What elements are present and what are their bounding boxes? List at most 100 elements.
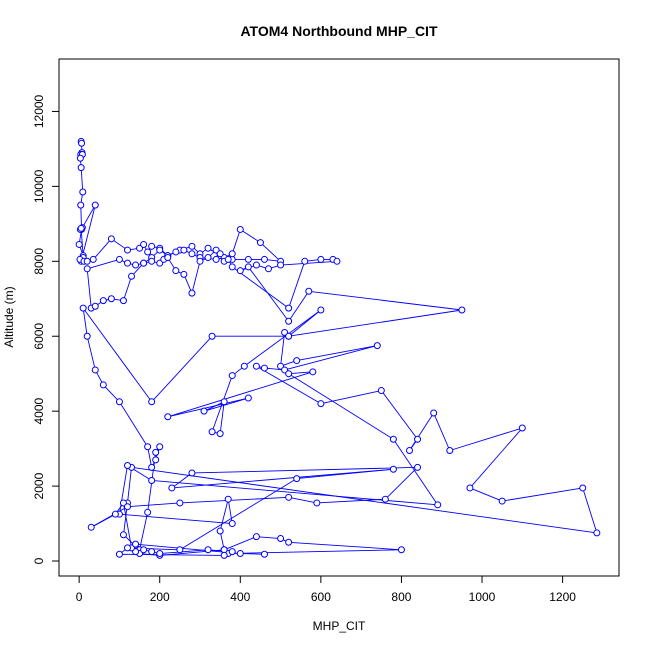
data-point: [119, 531, 127, 539]
data-point: [208, 332, 216, 340]
series-segment: [288, 496, 317, 504]
data-point: [301, 257, 309, 265]
series-segment: [284, 345, 378, 371]
data-point: [236, 267, 244, 275]
x-tick-label: 600: [311, 590, 331, 604]
series-segment: [191, 466, 418, 474]
data-point: [148, 463, 156, 471]
data-point: [252, 362, 260, 370]
series-segment: [228, 549, 402, 554]
series-segment: [316, 498, 386, 504]
series-segment: [288, 261, 306, 309]
series-segment: [102, 384, 120, 403]
series-segment: [82, 307, 153, 403]
data-point: [220, 546, 228, 554]
x-axis-label: MHP_CIT: [313, 619, 366, 633]
data-point: [148, 476, 156, 484]
series-segment: [179, 496, 289, 504]
series-segment: [171, 472, 193, 489]
series-segment: [179, 478, 297, 551]
data-point: [252, 533, 260, 541]
data-point: [228, 548, 236, 556]
series-segment: [244, 309, 322, 367]
y-tick-label: 0: [32, 557, 46, 564]
data-point: [91, 302, 99, 310]
series-segment: [81, 204, 96, 228]
data-point: [196, 257, 204, 265]
series-segment: [91, 506, 128, 528]
x-tick-label: 200: [150, 590, 170, 604]
series-lines: [78, 141, 598, 556]
data-point: [313, 499, 321, 507]
series-segment: [92, 238, 112, 260]
series-segment: [159, 549, 209, 554]
y-tick-label: 2000: [32, 472, 46, 499]
series-segment: [280, 332, 286, 367]
series-segment: [119, 513, 233, 524]
data-point: [79, 188, 87, 196]
data-point: [83, 257, 91, 265]
data-point: [188, 469, 196, 477]
data-point: [83, 265, 91, 273]
series-segment: [288, 309, 462, 337]
data-point: [228, 250, 236, 258]
series-segment: [385, 467, 418, 500]
data-point: [406, 446, 414, 454]
series-segment: [256, 365, 322, 405]
data-point: [180, 246, 188, 254]
data-point: [140, 240, 148, 248]
data-point: [204, 244, 212, 252]
series-segment: [288, 373, 394, 440]
series-segment: [171, 468, 394, 489]
series-segment: [86, 268, 92, 309]
data-point: [132, 261, 140, 269]
series-segment: [87, 258, 120, 270]
data-point: [172, 267, 180, 275]
data-point: [132, 540, 140, 548]
data-point: [83, 332, 91, 340]
data-point: [260, 255, 268, 263]
data-point: [176, 546, 184, 554]
data-point: [123, 259, 131, 267]
data-point: [78, 139, 86, 147]
data-point: [593, 529, 601, 537]
data-point: [236, 225, 244, 233]
chart-title: ATOM4 Northbound MHP_CIT: [240, 23, 437, 39]
data-point: [228, 263, 236, 271]
data-point: [123, 544, 131, 552]
data-point: [156, 550, 164, 558]
series-segment: [80, 167, 84, 193]
data-point: [148, 548, 156, 556]
series-segment: [127, 467, 132, 503]
data-point: [77, 201, 85, 209]
data-point: [285, 493, 293, 501]
data-point: [89, 255, 97, 263]
data-point: [152, 456, 160, 464]
data-point: [285, 332, 293, 340]
data-point: [216, 250, 224, 258]
series-segment: [123, 502, 132, 548]
data-point: [228, 372, 236, 380]
data-point: [168, 484, 176, 492]
data-point: [220, 398, 228, 406]
data-point: [256, 239, 264, 247]
data-point: [79, 304, 87, 312]
data-point: [389, 465, 397, 473]
data-point: [99, 381, 107, 389]
data-point: [123, 503, 131, 511]
data-point: [164, 254, 172, 262]
data-point: [144, 248, 152, 256]
x-tick-label: 0: [76, 590, 83, 604]
data-point: [458, 306, 466, 314]
series-points: [75, 137, 601, 559]
data-point: [244, 394, 252, 402]
data-point: [87, 523, 95, 531]
x-tick-label: 800: [391, 590, 411, 604]
data-point: [317, 255, 325, 263]
series-segment: [167, 397, 249, 418]
data-point: [293, 357, 301, 365]
series-segment: [167, 371, 313, 418]
y-tick-label: 12000: [32, 94, 46, 128]
